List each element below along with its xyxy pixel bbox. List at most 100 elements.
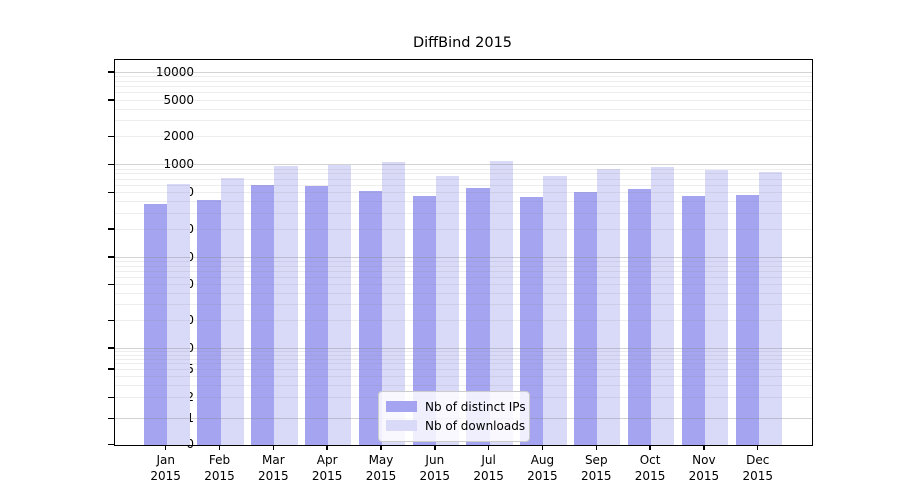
y-axis-tick-label: 10000	[155, 64, 194, 79]
bar-downloads	[274, 166, 298, 445]
x-axis-label: Nov 2015	[674, 453, 734, 484]
bar-downloads	[651, 166, 675, 445]
x-axis-label: Dec 2015	[728, 453, 788, 484]
y-axis-tick-mark	[108, 228, 114, 230]
legend-label-distinct-ips: Nb of distinct IPs	[425, 399, 526, 414]
x-axis-label-month: Jul	[481, 453, 496, 467]
legend-item-distinct-ips: Nb of distinct IPs	[386, 397, 526, 416]
gridline-minor	[115, 178, 812, 180]
gridline-minor	[115, 368, 812, 370]
bar-downloads	[328, 165, 352, 445]
x-axis-label-month: Feb	[208, 453, 231, 467]
x-axis-label-month: Dec	[746, 453, 770, 467]
y-axis-tick-mark	[108, 99, 114, 101]
bar-downloads	[543, 176, 567, 445]
gridline-minor	[115, 284, 812, 286]
gridline-minor	[115, 92, 812, 94]
y-axis-tick-label: 5	[186, 361, 194, 376]
gridline-major	[115, 164, 812, 166]
x-axis-tick-mark	[380, 445, 382, 450]
plot-area	[108, 59, 813, 446]
x-axis-label-month: Jun	[425, 453, 445, 467]
x-axis-label-month: Mar	[262, 453, 285, 467]
gridline-minor	[115, 168, 812, 170]
bar-downloads	[489, 161, 513, 445]
bar-distinct-ips	[197, 199, 221, 445]
x-axis-label: Apr 2015	[297, 453, 357, 484]
x-axis-label-year: 2015	[311, 468, 343, 483]
x-axis-tick-mark	[595, 445, 597, 450]
x-axis-label-month: Nov	[692, 453, 716, 467]
gridline-minor	[115, 201, 812, 203]
bar-downloads	[758, 171, 782, 445]
bar-downloads	[166, 183, 190, 445]
bar-downloads	[597, 168, 621, 445]
gridline-minor	[115, 375, 812, 377]
bar-downloads	[381, 161, 406, 445]
x-axis-tick-mark	[703, 445, 705, 450]
x-axis-label-month: Oct	[639, 453, 661, 467]
legend-swatch-distinct-ips	[386, 401, 417, 412]
x-axis-label-year: 2015	[365, 468, 397, 483]
legend-label-downloads: Nb of downloads	[425, 418, 526, 433]
x-axis-label-year: 2015	[527, 468, 558, 483]
x-axis-tick-mark	[218, 445, 221, 450]
x-axis-label-month: Sep	[584, 453, 608, 467]
gridline-minor	[115, 120, 812, 122]
x-axis-tick-mark	[649, 445, 651, 450]
x-axis-label-year: 2015	[688, 468, 720, 483]
gridline-minor	[115, 260, 812, 262]
y-axis-tick-mark	[108, 319, 114, 322]
gridline-minor	[115, 184, 812, 186]
x-axis-tick-mark	[164, 445, 167, 450]
y-axis-tick-mark	[108, 256, 114, 258]
gridline-minor	[115, 350, 812, 352]
x-axis-label: May 2015	[351, 453, 411, 484]
gridline-minor	[115, 270, 812, 272]
gridline-major	[115, 347, 812, 349]
bar-distinct-ips	[412, 196, 436, 445]
x-axis-label-month: Aug	[530, 453, 555, 467]
x-axis-label: Sep 2015	[566, 453, 626, 484]
x-axis-label-year: 2015	[742, 468, 773, 483]
y-axis-tick-mark	[108, 283, 114, 286]
bar-downloads	[220, 177, 244, 445]
y-axis-tick-label: 1000	[163, 157, 194, 172]
x-axis-label-month: May	[368, 453, 394, 467]
x-axis-label-year: 2015	[204, 468, 235, 483]
y-axis-tick-mark	[108, 368, 114, 370]
bar-distinct-ips	[143, 203, 167, 445]
x-axis-tick-mark	[326, 445, 328, 450]
x-axis-label-year: 2015	[258, 468, 289, 483]
bar-distinct-ips	[520, 197, 544, 445]
legend: Nb of distinct IPs Nb of downloads	[378, 391, 530, 442]
x-axis-label: Jan 2015	[136, 453, 196, 484]
y-axis-tick-mark	[108, 191, 114, 194]
gridline-minor	[115, 276, 812, 278]
x-axis-label: Feb 2015	[190, 453, 250, 484]
gridline-minor	[115, 265, 812, 267]
y-axis-tick-mark	[108, 135, 114, 138]
x-axis-label: Oct 2015	[620, 453, 680, 484]
y-axis-tick-label: 2	[186, 390, 194, 405]
y-axis-tick-mark	[108, 71, 114, 73]
y-axis-tick-label: 1	[186, 411, 194, 426]
gridline-minor	[115, 192, 812, 194]
bar-distinct-ips	[304, 186, 329, 445]
gridline-minor	[115, 212, 812, 214]
bar-downloads	[704, 169, 729, 445]
gridline-minor	[115, 304, 812, 306]
y-axis-tick-mark	[108, 347, 114, 349]
bar-distinct-ips	[627, 188, 652, 445]
bar-distinct-ips	[735, 194, 759, 445]
gridline-minor	[115, 354, 812, 356]
legend-item-downloads: Nb of downloads	[386, 416, 525, 435]
x-axis-tick-mark	[756, 445, 759, 450]
bar-distinct-ips	[251, 185, 275, 445]
gridline-minor	[115, 86, 812, 88]
gridline-minor	[115, 136, 812, 138]
y-axis-tick-label: 2000	[163, 129, 194, 144]
x-axis-label-year: 2015	[473, 468, 504, 483]
x-axis-tick-mark	[272, 445, 275, 450]
